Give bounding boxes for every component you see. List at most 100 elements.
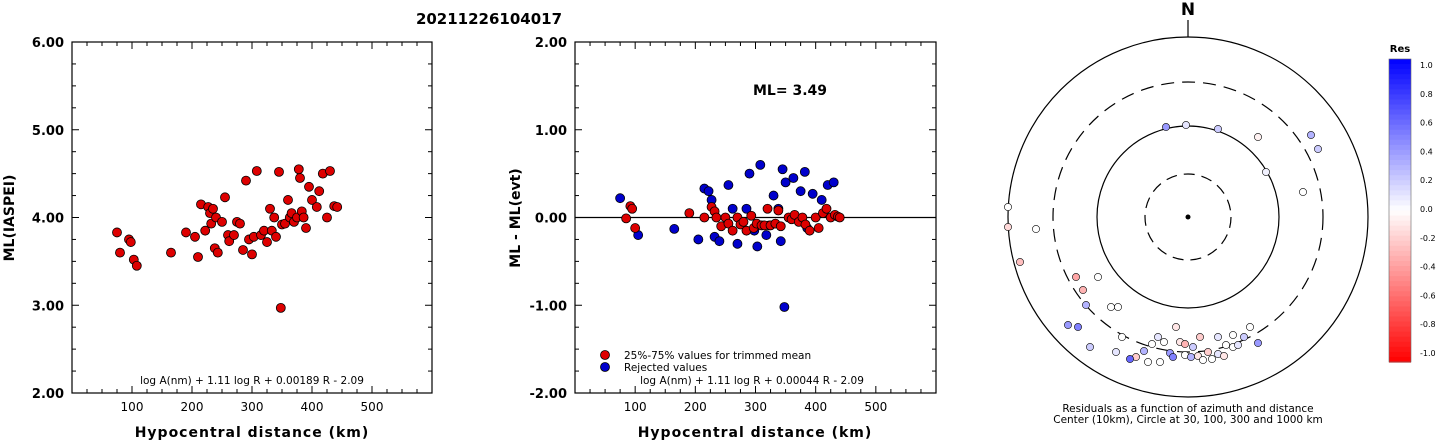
colorbar-cell: [1389, 271, 1411, 277]
station-residual-point: [1299, 188, 1307, 196]
station-residual-point: [1094, 273, 1102, 281]
trimmed-residual-point: [684, 208, 695, 219]
colorbar-tick-label: -0.6: [1420, 291, 1436, 300]
station-residual-point: [1214, 125, 1222, 133]
magnitude-point: [307, 195, 317, 205]
colorbar-cell: [1389, 89, 1411, 95]
magnitude-point: [212, 247, 223, 258]
epicenter-dot: [1185, 214, 1191, 220]
colorbar-tick-label: -0.4: [1420, 263, 1436, 272]
colorbar-cell: [1389, 336, 1411, 343]
station-residual-point: [1140, 347, 1148, 355]
left-x-label: Hypocentral distance (km): [135, 425, 370, 441]
colorbar-cell: [1389, 139, 1411, 146]
magnitude-point: [241, 175, 251, 186]
station-residual-point: [1114, 303, 1122, 311]
station-residual-point: [1208, 355, 1216, 363]
magnitude-point: [314, 186, 325, 197]
residual-colorbar: Res 1.0 0.8 0.6 0.4 0.2 0.0 -0.2 -0.4 -0.6 -0.8 -1…: [1388, 44, 1436, 363]
trimmed-residual-point: [699, 212, 710, 223]
rejected-residual-point: [816, 195, 827, 205]
left-y-tick-label: 6.00: [32, 36, 64, 51]
rejected-residual-point: [775, 236, 786, 247]
rejected-residual-point: [807, 188, 818, 199]
colorbar-cell: [1389, 225, 1411, 232]
left-x-tick-label: 300: [241, 400, 264, 414]
colorbar-cell: [1389, 109, 1411, 116]
colorbar-cell: [1389, 99, 1411, 106]
left-y-tick-label: 3.00: [32, 299, 64, 314]
trimmed-residual-point: [834, 212, 845, 223]
event-id-title: 20211226104017: [416, 10, 562, 28]
station-residual-point: [1254, 133, 1262, 141]
rejected-residual-point: [795, 186, 806, 197]
magnitude-point: [265, 203, 275, 214]
rejected-residual-point: [723, 180, 734, 190]
polar-caption-line2: Center (10km), Circle at 30, 100, 300 an…: [1053, 414, 1323, 426]
legend-trimmed-marker: [600, 350, 610, 360]
trimmed-residual-point: [762, 203, 773, 214]
station-residual-point: [1246, 323, 1254, 331]
magnitude-point: [235, 218, 245, 229]
trimmed-residual-point: [627, 203, 638, 214]
colorbar-cell: [1389, 230, 1411, 237]
ring-30km: [1144, 173, 1232, 261]
colorbar-cell: [1389, 341, 1411, 348]
magnitude-point: [115, 247, 125, 258]
legend-rejected-marker: [600, 362, 610, 372]
station-residual-point: [1144, 358, 1152, 366]
colorbar-cell: [1389, 240, 1411, 247]
colorbar-title: Res: [1390, 44, 1410, 55]
colorbar-cell: [1389, 94, 1411, 100]
colorbar-cell: [1389, 205, 1411, 212]
colorbar-cell: [1389, 165, 1411, 171]
station-residual-point: [1262, 168, 1270, 176]
rejected-residual-point: [744, 168, 755, 179]
middle-y-tick-label: 1.00: [535, 124, 567, 139]
colorbar-cell: [1389, 64, 1411, 70]
magnitude-point: [220, 192, 230, 203]
middle-data-points: [615, 159, 845, 312]
middle-x-tick-label: 400: [804, 400, 827, 414]
station-residual-point: [1074, 323, 1082, 331]
rejected-residual-point: [703, 186, 714, 197]
colorbar-tick-label: 0.2: [1420, 176, 1433, 185]
left-formula: log A(nm) + 1.11 log R + 0.00189 R - 2.0…: [140, 375, 364, 387]
left-y-tick-label: 4.00: [32, 212, 64, 227]
left-y-tick-label: 2.00: [32, 387, 64, 402]
trimmed-residual-point: [804, 225, 815, 236]
station-residual-point: [1240, 333, 1248, 341]
magnitude-point: [262, 237, 272, 247]
magnitude-point: [311, 202, 322, 212]
colorbar-cell: [1389, 306, 1411, 313]
magnitude-point: [293, 164, 304, 175]
station-residual-point: [1004, 223, 1012, 231]
left-x-tick-label: 500: [361, 400, 384, 414]
station-residual-point: [1032, 225, 1040, 233]
magnitude-point: [125, 237, 136, 247]
rejected-residual-point: [714, 236, 725, 247]
colorbar-cell: [1389, 321, 1411, 328]
colorbar-cell: [1389, 114, 1411, 121]
station-residual-point: [1196, 333, 1204, 341]
colorbar-cell: [1389, 235, 1411, 242]
station-residual-point: [1004, 203, 1012, 211]
middle-y-tick-label: -2.00: [530, 387, 567, 402]
station-residual-point: [1156, 358, 1164, 366]
middle-y-tick-label: -1.00: [530, 299, 567, 314]
rejected-residual-point: [779, 302, 790, 312]
colorbar-cell: [1389, 356, 1411, 363]
station-residual-point: [1314, 145, 1322, 153]
left-panel: 2.00 3.00 4.00 5.00 6.00 100 200 300 400 500 ML(…: [2, 36, 433, 441]
middle-legend: 25%-75% values for trimmed mean Rejected…: [600, 350, 811, 374]
station-residual-point: [1082, 301, 1090, 309]
station-residual-point: [1182, 121, 1190, 129]
station-residual-point: [1154, 333, 1162, 341]
colorbar-cell: [1389, 129, 1411, 136]
colorbar-cell: [1389, 69, 1411, 75]
station-residual-point: [1254, 339, 1262, 347]
left-y-label: ML(IASPEI): [2, 175, 18, 262]
middle-x-tick-label: 500: [864, 400, 887, 414]
colorbar-cell: [1389, 195, 1411, 201]
rejected-residual-point: [727, 203, 738, 214]
